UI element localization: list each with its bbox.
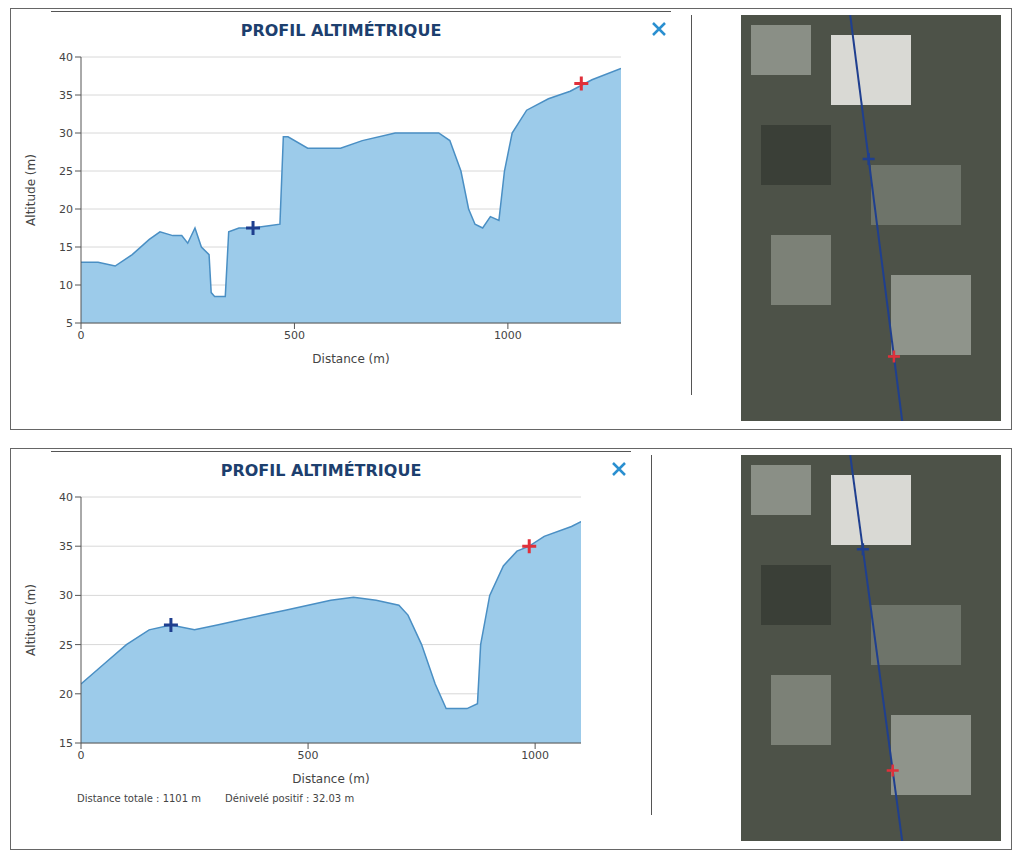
svg-text:1000: 1000	[521, 749, 549, 762]
svg-text:Altitude (m): Altitude (m)	[24, 154, 38, 226]
svg-text:15: 15	[59, 241, 73, 254]
svg-text:40: 40	[59, 491, 73, 504]
svg-text:1000: 1000	[494, 329, 522, 342]
svg-text:40: 40	[59, 51, 73, 64]
svg-text:25: 25	[59, 639, 73, 652]
svg-text:30: 30	[59, 589, 73, 602]
svg-text:5: 5	[66, 317, 73, 330]
svg-text:Distance (m): Distance (m)	[292, 772, 369, 786]
svg-text:35: 35	[59, 89, 73, 102]
svg-text:20: 20	[59, 688, 73, 701]
html-text:Dénivelé positif : 32.03 m: Dénivelé positif : 32.03 m	[225, 793, 355, 804]
svg-text:Altitude (m): Altitude (m)	[24, 584, 38, 656]
html-text:PROFIL ALTIMÉTRIQUE: PROFIL ALTIMÉTRIQUE	[240, 21, 442, 40]
svg-text:500: 500	[298, 749, 319, 762]
html-text:Distance totale : 1101 m: Distance totale : 1101 m	[77, 793, 201, 804]
svg-text:15: 15	[59, 737, 73, 750]
svg-text:20: 20	[59, 203, 73, 216]
svg-text:35: 35	[59, 540, 73, 553]
svg-text:0: 0	[78, 329, 85, 342]
svg-text:Distance (m): Distance (m)	[312, 352, 389, 366]
svg-text:10: 10	[59, 279, 73, 292]
html-text:PROFIL ALTIMÉTRIQUE: PROFIL ALTIMÉTRIQUE	[220, 461, 422, 480]
svg-text:30: 30	[59, 127, 73, 140]
svg-text:500: 500	[284, 329, 305, 342]
svg-text:25: 25	[59, 165, 73, 178]
svg-text:0: 0	[78, 749, 85, 762]
